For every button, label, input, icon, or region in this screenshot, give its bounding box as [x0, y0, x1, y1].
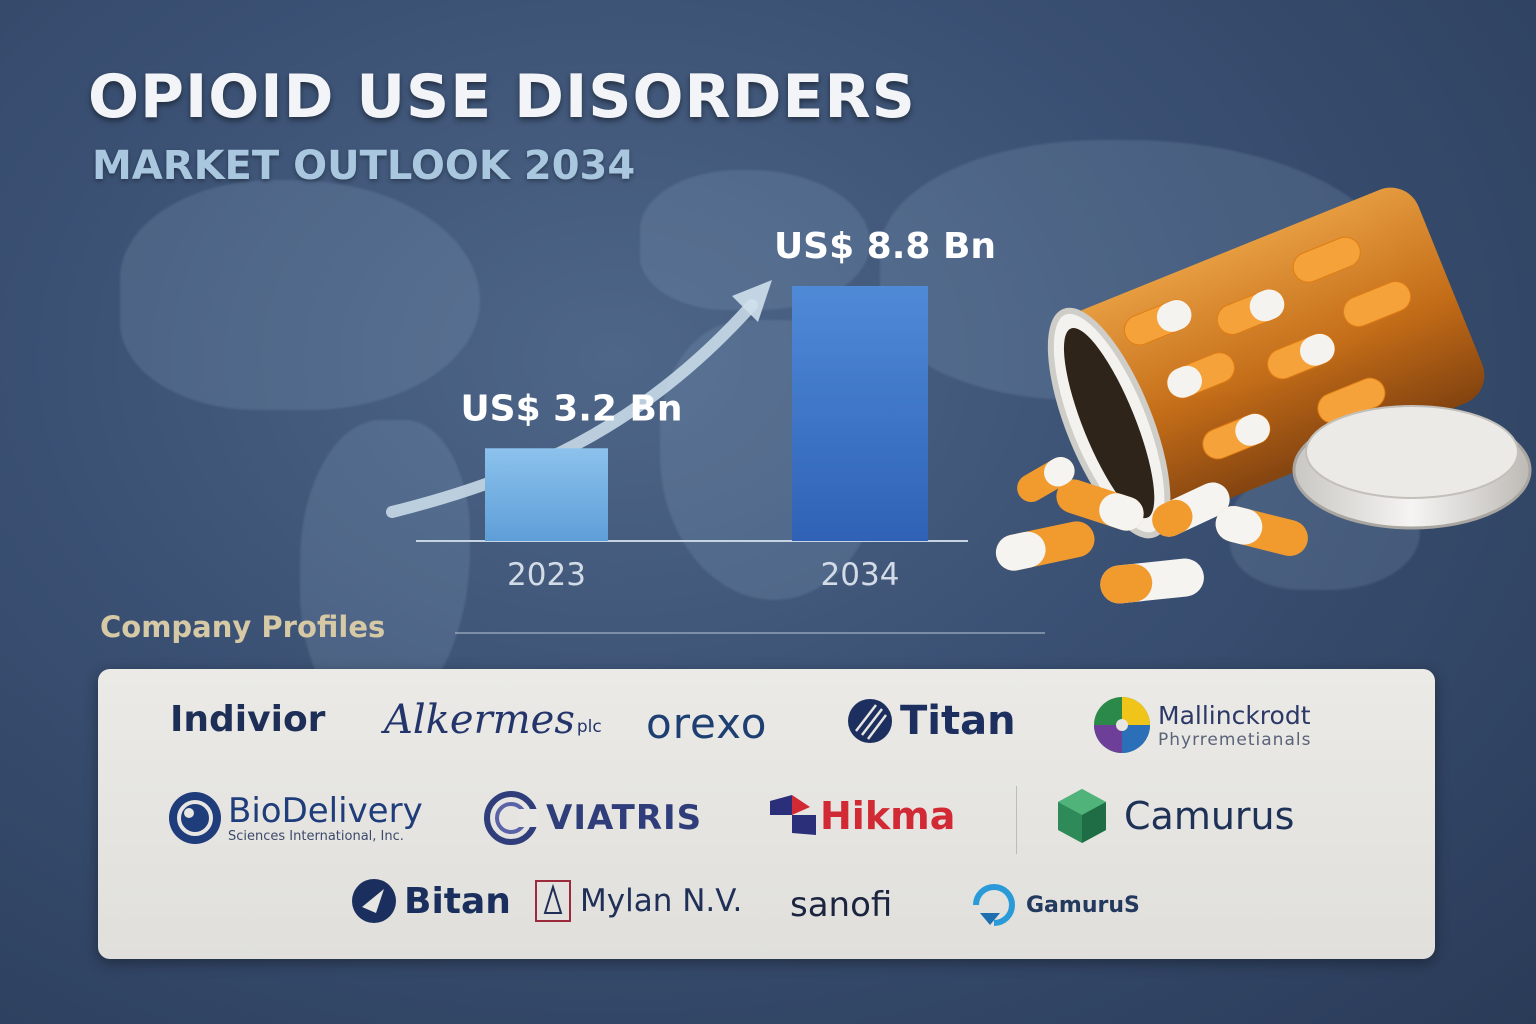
logo-alkermes: Alkermes plc — [384, 697, 602, 743]
pill-bottle-illustration — [995, 187, 1532, 604]
logo-text: BioDelivery — [228, 790, 423, 831]
page-subtitle: MARKET OUTLOOK 2034 — [92, 143, 636, 189]
logo-text: orexo — [646, 699, 768, 748]
logo-biodelivery: BioDelivery Sciences International, Inc. — [166, 789, 423, 847]
trend-arrowhead — [732, 280, 772, 322]
titan-mark-icon — [848, 699, 892, 743]
section-divider — [455, 632, 1045, 634]
trend-arrow — [386, 299, 758, 518]
logo-text: sanofi — [790, 885, 893, 925]
hikma-mark-icon — [770, 795, 816, 835]
logo-viatris: VIATRIS — [484, 791, 702, 845]
viatris-mark-icon — [484, 791, 538, 845]
page-title: OPIOID USE DISORDERS — [88, 62, 916, 132]
logo-orexo: orexo — [646, 699, 767, 748]
logo-text: GamuruS — [1026, 892, 1140, 918]
logo-tagline: Sciences International, Inc. — [228, 828, 404, 844]
logo-text: VIATRIS — [546, 798, 703, 838]
logo-tagline: Phyrremetianals — [1158, 729, 1312, 750]
x-tick-2034: 2034 — [821, 557, 900, 593]
logo-gamurus: GamuruS — [970, 883, 1140, 927]
logo-hikma: Hikma — [768, 793, 955, 839]
logo-text: Titan — [900, 698, 1016, 744]
logo-text: Indivior — [170, 699, 326, 740]
logo-sanofi: sanofi — [790, 885, 892, 925]
logo-text: Mallinckrodt — [1158, 700, 1311, 730]
x-tick-2023: 2023 — [507, 557, 586, 593]
logo-indivior: Indivior — [170, 699, 325, 740]
logo-text: Alkermes — [384, 697, 575, 743]
logo-mallinckrodt: Mallinckrodt Phyrremetianals — [1092, 695, 1311, 755]
company-logos-panel: Indivior Alkermes plc orexo Titan — [98, 669, 1435, 959]
bar-2034 — [792, 286, 928, 541]
bar-2023 — [485, 448, 608, 541]
logo-text: Hikma — [820, 794, 956, 838]
logo-text: Mylan N.V. — [580, 883, 743, 919]
logo-camurus: Camurus — [1056, 787, 1294, 845]
bitan-mark-icon — [352, 879, 396, 923]
logo-divider — [1016, 786, 1017, 854]
mallinckrodt-mark-icon — [1094, 697, 1150, 753]
map-north-america — [120, 180, 480, 410]
logo-suffix: plc — [576, 717, 602, 737]
gamurus-mark-icon — [973, 884, 1015, 926]
spilled-capsules — [995, 457, 1308, 604]
logo-titan: Titan — [846, 697, 1016, 745]
logo-mylan: Mylan N.V. — [534, 879, 742, 923]
mylan-mark-icon — [535, 880, 571, 922]
value-label-2034: US$ 8.8 Bn — [774, 226, 996, 267]
value-label-2023: US$ 3.2 Bn — [460, 388, 682, 429]
logo-bitan: Bitan — [350, 877, 511, 925]
logo-text: Camurus — [1124, 794, 1295, 838]
biodelivery-mark-icon — [169, 792, 221, 844]
logo-text: Bitan — [404, 880, 511, 922]
section-heading: Company Profiles — [100, 610, 386, 644]
camurus-mark-icon — [1058, 789, 1106, 843]
